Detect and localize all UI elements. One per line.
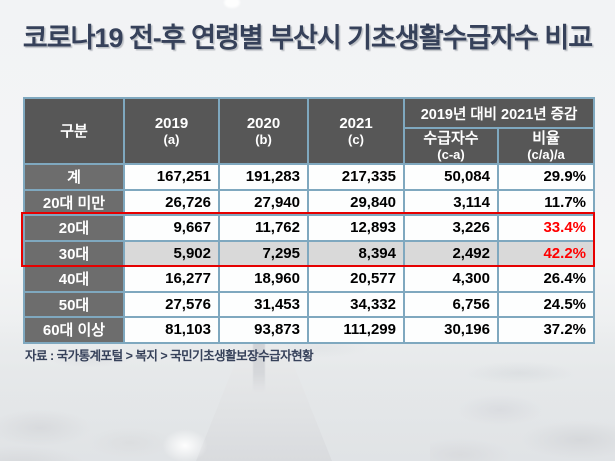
cell-2019: 9,667 [123, 214, 220, 242]
cell-2020: 191,283 [218, 163, 309, 191]
data-table-wrapper: 구분 2019 (a) 2020 (b) 2021 (c) 2019년 대비 2… [21, 97, 596, 344]
row-label: 30대 [23, 239, 125, 267]
cell-2021: 8,394 [307, 239, 405, 267]
cell-2021: 20,577 [307, 265, 405, 293]
cell-2019: 167,251 [123, 163, 220, 191]
cell-2021: 34,332 [307, 290, 405, 318]
header-2019-sub: (a) [163, 132, 180, 147]
row-label: 40대 [23, 265, 125, 293]
recipients-table: 구분 2019 (a) 2020 (b) 2021 (c) 2019년 대비 2… [23, 97, 596, 344]
cell-ratio: 24.5% [496, 290, 596, 318]
header-delta-count-sub: (c-a) [437, 147, 465, 162]
cell-delta: 30,196 [403, 316, 499, 344]
table-row-40s: 40대 16,277 18,960 20,577 4,300 26.4% [23, 265, 596, 293]
row-label: 계 [23, 163, 125, 191]
cell-2021: 29,840 [307, 188, 405, 216]
cell-ratio: 26.4% [496, 265, 596, 293]
table-row-under20: 20대 미만 26,726 27,940 29,840 3,114 11.7% [23, 188, 596, 216]
header-2021: 2021 (c) [307, 97, 405, 165]
cell-2021: 217,335 [307, 163, 405, 191]
header-2020-year: 2020 [246, 115, 281, 132]
header-2020-sub: (b) [255, 132, 272, 147]
cell-delta: 50,084 [403, 163, 499, 191]
header-delta-group: 2019년 대비 2021년 증감 [402, 97, 596, 129]
cell-delta: 4,300 [403, 265, 499, 293]
cell-ratio: 29.9% [496, 163, 596, 191]
cell-ratio-highlighted: 42.2% [496, 239, 596, 267]
background-sun-spot [224, 0, 240, 8]
table-row-total: 계 167,251 191,283 217,335 50,084 29.9% [23, 163, 596, 191]
cell-2019: 27,576 [123, 290, 220, 318]
header-category: 구분 [23, 97, 125, 165]
header-2019-year: 2019 [154, 115, 189, 132]
header-delta-ratio-sub: (c/a)/a [527, 147, 565, 162]
header-delta-count: 수급자수 (c-a) [403, 127, 499, 165]
cell-2020: 18,960 [218, 265, 309, 293]
cell-2019: 81,103 [123, 316, 220, 344]
header-category-label: 구분 [60, 122, 88, 140]
row-label: 60대 이상 [23, 316, 125, 344]
background-person-silhouette [253, 334, 265, 392]
header-2020: 2020 (b) [218, 97, 309, 165]
cell-2020: 27,940 [218, 188, 309, 216]
cell-ratio: 11.7% [496, 188, 596, 216]
cell-2019: 16,277 [123, 265, 220, 293]
cell-2020: 31,453 [218, 290, 309, 318]
header-2021-year: 2021 [339, 115, 373, 132]
row-label: 20대 [23, 214, 125, 242]
header-delta-count-label: 수급자수 [423, 130, 479, 147]
page-title: 코로나19 전-후 연령별 부산시 기초생활수급자수 비교 [22, 23, 593, 53]
cell-delta: 3,114 [403, 188, 499, 216]
cell-2021: 12,893 [307, 214, 405, 242]
table-row-50s: 50대 27,576 31,453 34,332 6,756 24.5% [23, 290, 596, 318]
cell-2019: 5,902 [123, 239, 220, 267]
header-delta-ratio: 비율 (c/a)/a [496, 127, 596, 165]
cell-2021: 111,299 [307, 316, 405, 344]
cell-2020: 93,873 [218, 316, 309, 344]
cell-2019: 26,726 [123, 188, 220, 216]
cell-delta: 6,756 [403, 290, 499, 318]
row-label: 20대 미만 [23, 188, 125, 216]
cell-delta: 3,226 [403, 214, 499, 242]
row-label: 50대 [23, 290, 125, 318]
header-delta-ratio-label: 비율 [532, 130, 560, 147]
cell-2020: 7,295 [218, 239, 309, 267]
header-2019: 2019 (a) [123, 97, 220, 165]
table-row-30s: 30대 5,902 7,295 8,394 2,492 42.2% [23, 239, 596, 267]
cell-ratio-highlighted: 33.4% [496, 214, 596, 242]
source-note: 자료 : 국가통계포털 > 복지 > 국민기초생활보장수급자현황 [25, 349, 314, 363]
cell-2020: 11,762 [218, 214, 309, 242]
background-rocks-right [430, 385, 615, 461]
cell-delta: 2,492 [403, 239, 499, 267]
table-row-60plus: 60대 이상 81,103 93,873 111,299 30,196 37.2… [23, 316, 596, 344]
header-2021-sub: (c) [348, 132, 364, 147]
table-row-20s: 20대 9,667 11,762 12,893 3,226 33.4% [23, 214, 596, 242]
cell-ratio: 37.2% [496, 316, 596, 344]
background-wave-splash [150, 418, 220, 461]
